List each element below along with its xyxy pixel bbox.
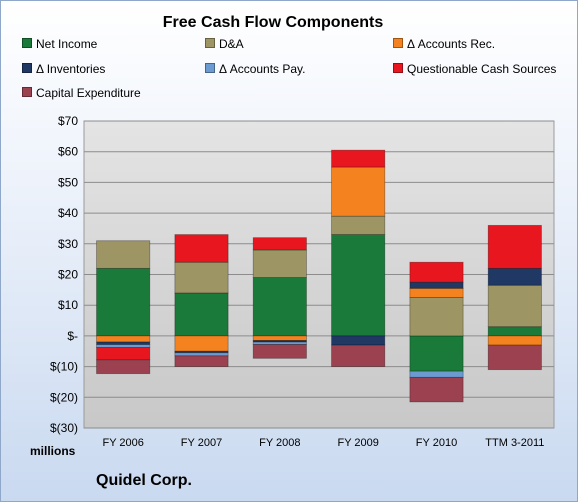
unit-label: millions <box>30 444 76 458</box>
x-tick-label: TTM 3-2011 <box>485 437 544 449</box>
legend-swatch <box>22 38 32 48</box>
bar-segment <box>174 335 229 352</box>
bar-segment <box>252 277 307 337</box>
bar-segment <box>174 355 229 368</box>
bar-segment <box>409 376 464 403</box>
company-name: Quidel Corp. <box>96 472 192 489</box>
bar-segment <box>331 335 386 346</box>
bar-segment <box>409 335 464 372</box>
bar-segment <box>331 234 386 337</box>
legend-label: Δ Inventories <box>36 62 106 76</box>
y-tick-label: $20 <box>58 268 78 282</box>
bar-segment <box>331 344 386 367</box>
bar-segment <box>252 344 307 359</box>
bar-segment <box>409 261 464 283</box>
y-tick-label: $(20) <box>50 390 78 404</box>
legend-item: D&A <box>205 37 244 51</box>
legend-item: Δ Accounts Rec. <box>393 37 495 51</box>
x-tick-label: FY 2008 <box>259 437 300 449</box>
y-tick-label: $50 <box>58 175 78 189</box>
y-tick-label: $(30) <box>50 421 78 435</box>
y-tick-label: $(10) <box>50 360 78 374</box>
bar-segment <box>487 224 542 269</box>
legend-label: Capital Expenditure <box>36 86 141 100</box>
legend-item: Δ Inventories <box>22 62 105 76</box>
legend-label: D&A <box>219 37 244 51</box>
bar-segment <box>331 215 386 235</box>
legend-swatch <box>22 63 32 73</box>
x-tick-label: FY 2009 <box>337 437 378 449</box>
legend-label: Δ Accounts Pay. <box>219 62 306 76</box>
y-tick-label: $10 <box>58 298 78 312</box>
bar-segment <box>487 335 542 346</box>
legend-item: Capital Expenditure <box>22 86 141 100</box>
bar-segment <box>487 267 542 286</box>
bar-segment <box>409 370 464 378</box>
bar-segment <box>96 335 151 343</box>
legend-swatch <box>205 38 215 48</box>
bar-segment <box>96 347 151 361</box>
y-tick-label: $70 <box>58 114 78 128</box>
y-tick-label: $30 <box>58 237 78 251</box>
bar-segment <box>252 237 307 251</box>
legend-swatch <box>205 63 215 73</box>
bar-segment <box>96 344 151 348</box>
y-tick-label: $40 <box>58 206 78 220</box>
x-tick-label: FY 2007 <box>181 437 222 449</box>
y-tick-label: $- <box>67 329 78 343</box>
bar-segment <box>96 359 151 375</box>
bar-segment <box>409 287 464 298</box>
bar-segment <box>174 352 229 357</box>
x-tick-label: FY 2010 <box>416 437 457 449</box>
bar-segment <box>487 284 542 328</box>
bar-segment <box>331 166 386 217</box>
x-tick-label: FY 2006 <box>102 437 143 449</box>
bar-segment <box>409 297 464 337</box>
bar-segment <box>487 326 542 337</box>
legend-swatch <box>393 38 403 48</box>
bar-segment <box>252 335 307 341</box>
bar-segment <box>174 292 229 337</box>
bar-segment <box>174 234 229 263</box>
legend-swatch <box>22 87 32 97</box>
bar-segment <box>96 267 151 337</box>
legend-item: Δ Accounts Pay. <box>205 62 306 76</box>
chart-title: Free Cash Flow Components <box>162 14 384 31</box>
legend-item: Questionable Cash Sources <box>393 62 556 76</box>
bar-segment <box>409 281 464 289</box>
bar-segment <box>331 149 386 168</box>
bar-segment <box>96 240 151 269</box>
legend-label: Questionable Cash Sources <box>407 62 557 76</box>
bar-segment <box>487 344 542 371</box>
y-tick-label: $60 <box>58 145 78 159</box>
legend-label: Net Income <box>36 37 98 51</box>
bar-segment <box>252 249 307 278</box>
legend-label: Δ Accounts Rec. <box>407 37 496 51</box>
legend-item: Net Income <box>22 37 97 51</box>
bar-segment <box>174 261 229 294</box>
legend-swatch <box>393 63 403 73</box>
